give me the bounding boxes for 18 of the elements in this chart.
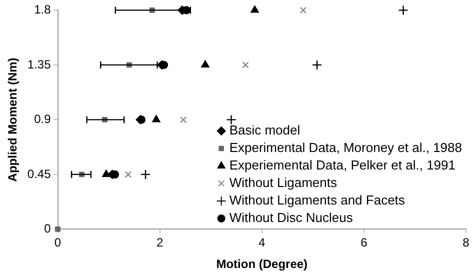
x-tick-label: 6 xyxy=(360,236,368,250)
x-tick-label: 2 xyxy=(156,236,164,250)
legend-label: Basic model xyxy=(229,122,300,138)
legend-label: Without Ligaments and Facets xyxy=(229,192,406,208)
x-tick-label: 4 xyxy=(258,236,266,250)
y-tick-label: 0.9 xyxy=(34,112,52,126)
y-tick-label: 1.35 xyxy=(27,57,52,72)
legend-label: Without Disc Nucleus xyxy=(229,210,354,226)
y-tick-label: 0 xyxy=(44,222,52,236)
legend-label: Experiemental Data, Pelker et al., 1991 xyxy=(229,158,456,173)
x-tick-label: 8 xyxy=(462,236,470,250)
legend-label: Without Ligaments xyxy=(229,175,338,190)
y-tick-label: 1.8 xyxy=(34,2,52,17)
x-tick-label: 0 xyxy=(54,236,62,250)
legend-label: Experimental Data, Moroney et al., 1988 xyxy=(229,140,462,156)
y-tick-label: 0.45 xyxy=(27,166,52,181)
x-axis-title: Motion (Degree) xyxy=(216,257,308,272)
y-axis-title: Applied Moment (Nm) xyxy=(6,58,20,182)
